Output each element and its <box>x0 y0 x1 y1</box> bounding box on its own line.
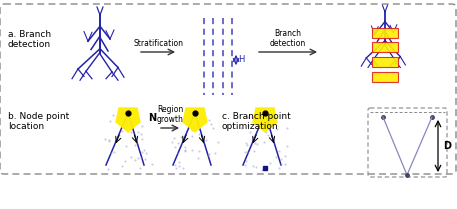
Text: c. Branch point
optimization: c. Branch point optimization <box>222 112 291 131</box>
Bar <box>372 28 398 38</box>
Text: Region
growth: Region growth <box>157 104 183 124</box>
Polygon shape <box>253 108 277 132</box>
Text: a. Branch
detection: a. Branch detection <box>8 30 51 49</box>
Text: D: D <box>443 141 451 151</box>
Bar <box>372 57 398 67</box>
Text: Stratification: Stratification <box>133 39 183 48</box>
Bar <box>372 42 398 52</box>
Text: H: H <box>238 56 244 65</box>
Text: N: N <box>148 113 156 123</box>
Polygon shape <box>183 108 207 132</box>
Text: Branch
detection: Branch detection <box>270 29 306 48</box>
Polygon shape <box>116 108 140 132</box>
Bar <box>372 72 398 82</box>
Text: b. Node point
location: b. Node point location <box>8 112 69 131</box>
